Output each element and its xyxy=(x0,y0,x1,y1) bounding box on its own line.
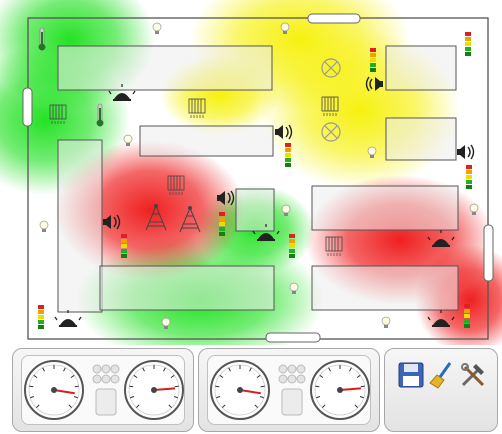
speed-gauge-2[interactable] xyxy=(209,359,271,421)
load-gauge-2[interactable] xyxy=(309,359,371,421)
dashboard xyxy=(0,345,502,434)
level-meter-icon[interactable] xyxy=(219,212,225,236)
room-small-square[interactable] xyxy=(235,188,275,232)
level-meter-icon[interactable] xyxy=(464,304,470,328)
floppy-disk-icon[interactable] xyxy=(397,361,425,389)
door-left[interactable] xyxy=(22,87,33,127)
gauge-indicator-lights-icon xyxy=(92,364,120,416)
level-meter-icon[interactable] xyxy=(38,305,44,329)
level-meter-icon[interactable] xyxy=(466,165,472,189)
light-bulb-icon[interactable] xyxy=(381,316,391,329)
broom-icon[interactable] xyxy=(428,361,456,389)
alarm-siren-icon[interactable] xyxy=(54,309,82,328)
tools-icon[interactable] xyxy=(459,361,487,389)
level-meter-icon[interactable] xyxy=(285,143,291,167)
room-right-mid[interactable] xyxy=(385,117,457,161)
light-bulb-icon[interactable] xyxy=(39,220,49,233)
thermometer-icon[interactable] xyxy=(96,103,104,127)
room-bottom-center[interactable] xyxy=(99,265,275,311)
door-top[interactable] xyxy=(307,13,361,24)
level-meter-icon[interactable] xyxy=(121,234,127,258)
tool-panel xyxy=(384,348,498,432)
room-top-left[interactable] xyxy=(57,45,273,91)
door-bottom[interactable] xyxy=(265,332,321,343)
gauge-panel-2 xyxy=(198,348,380,432)
outer-wall xyxy=(27,17,489,340)
room-center[interactable] xyxy=(139,125,274,157)
level-meter-icon[interactable] xyxy=(465,32,471,56)
room-right-corridor[interactable] xyxy=(311,185,459,231)
gauge-indicator-lights-icon xyxy=(278,364,306,416)
room-left-column[interactable] xyxy=(57,139,103,313)
speed-gauge[interactable] xyxy=(23,359,85,421)
room-top-right[interactable] xyxy=(385,45,457,91)
load-gauge[interactable] xyxy=(123,359,185,421)
room-bottom-right[interactable] xyxy=(311,265,459,311)
level-meter-icon[interactable] xyxy=(289,234,295,258)
speaker-icon[interactable] xyxy=(456,144,475,160)
floor-plan xyxy=(0,0,502,345)
thermometer-icon[interactable] xyxy=(38,27,46,51)
level-meter-icon[interactable] xyxy=(370,48,376,72)
gauge-panel-1 xyxy=(12,348,194,432)
rooms xyxy=(57,45,459,313)
door-right[interactable] xyxy=(483,224,494,282)
